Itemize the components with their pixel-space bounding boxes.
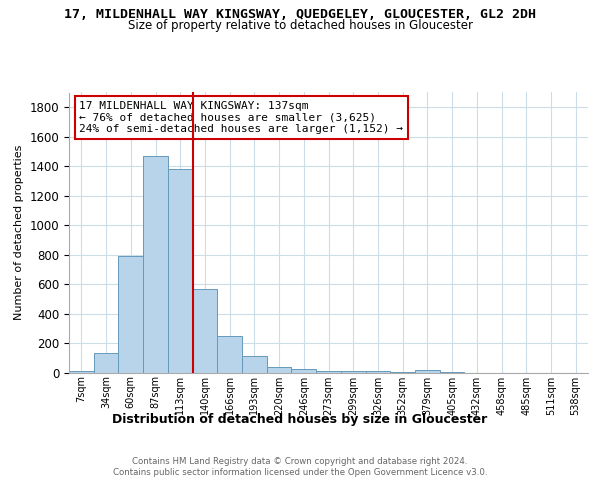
Bar xyxy=(267,368,292,372)
Bar xyxy=(118,256,143,372)
Y-axis label: Number of detached properties: Number of detached properties xyxy=(14,145,24,320)
Bar xyxy=(316,371,341,372)
Bar xyxy=(193,288,217,372)
Bar xyxy=(94,352,118,372)
Bar xyxy=(292,370,316,372)
Bar xyxy=(168,169,193,372)
Bar xyxy=(415,370,440,372)
Bar xyxy=(143,156,168,372)
Text: Distribution of detached houses by size in Gloucester: Distribution of detached houses by size … xyxy=(112,412,488,426)
Bar xyxy=(242,356,267,372)
Text: 17 MILDENHALL WAY KINGSWAY: 137sqm
← 76% of detached houses are smaller (3,625)
: 17 MILDENHALL WAY KINGSWAY: 137sqm ← 76%… xyxy=(79,101,403,134)
Text: Contains HM Land Registry data © Crown copyright and database right 2024.
Contai: Contains HM Land Registry data © Crown c… xyxy=(113,458,487,477)
Text: Size of property relative to detached houses in Gloucester: Size of property relative to detached ho… xyxy=(128,18,473,32)
Bar xyxy=(217,336,242,372)
Text: 17, MILDENHALL WAY KINGSWAY, QUEDGELEY, GLOUCESTER, GL2 2DH: 17, MILDENHALL WAY KINGSWAY, QUEDGELEY, … xyxy=(64,8,536,20)
Bar xyxy=(341,371,365,372)
